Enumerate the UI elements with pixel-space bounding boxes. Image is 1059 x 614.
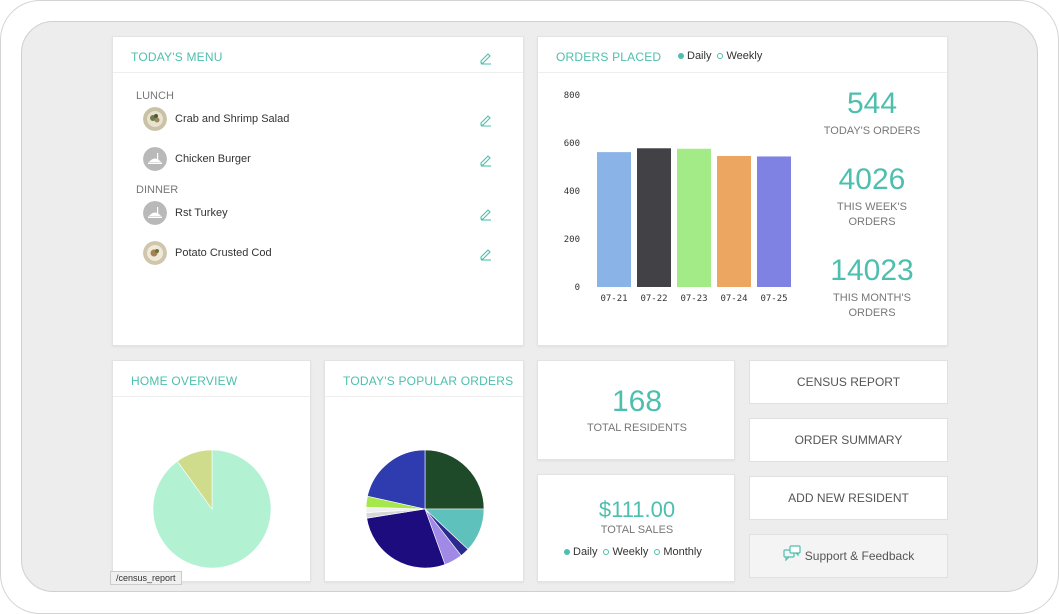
edit-pencil-icon[interactable] xyxy=(479,113,493,127)
x-tick-label: 07-24 xyxy=(720,294,747,304)
total-residents-value: 168 xyxy=(611,385,663,418)
orders-placed-card: ORDERS PLACED Daily Weekly 0 200 400 600 800 0… xyxy=(537,36,948,346)
menu-item-name: Potato Crusted Cod xyxy=(175,247,272,259)
total-sales-card: $111.00 TOTAL SALES Daily Weekly Monthly xyxy=(537,474,735,582)
status-bar-url: /census_report xyxy=(110,571,182,585)
week-orders-label: THIS WEEK'S ORDERS xyxy=(837,201,907,228)
home-overview-header: HOME OVERVIEW xyxy=(113,361,310,397)
support-feedback-button[interactable]: Support & Feedback xyxy=(749,534,948,578)
edit-pencil-icon[interactable] xyxy=(479,153,493,167)
food-photo-icon xyxy=(143,241,167,265)
bar-07-24 xyxy=(717,155,751,287)
menu-item-name: Chicken Burger xyxy=(175,153,251,165)
orders-placed-header: ORDERS PLACED Daily Weekly xyxy=(538,37,947,73)
popular-pie-slice-0 xyxy=(424,449,485,510)
home-pie-slice-0 xyxy=(152,449,272,569)
menu-item[interactable]: Rst Turkey xyxy=(143,201,493,227)
chat-bubbles-icon xyxy=(783,536,801,578)
y-tick-label: 800 xyxy=(564,91,580,101)
sales-legend: Daily Weekly Monthly xyxy=(558,546,702,558)
x-tick-label: 07-22 xyxy=(640,294,667,304)
sales-legend-monthly[interactable]: Monthly xyxy=(663,546,702,558)
home-overview-pie xyxy=(152,449,272,569)
weekly-dot-icon xyxy=(603,548,610,555)
edit-pencil-icon[interactable] xyxy=(479,207,493,221)
orders-bar-chart: 0 200 400 600 800 07-21 07-22 07-23 07-24 07-25 xyxy=(564,91,791,304)
home-overview-title: HOME OVERVIEW xyxy=(131,374,238,388)
x-tick-label: 07-25 xyxy=(760,294,787,304)
dashboard-screen: TODAY'S MENU LUNCH Crab and Shrimp Salad… xyxy=(21,21,1038,592)
popular-orders-pie xyxy=(365,449,485,569)
census-report-button[interactable]: CENSUS REPORT xyxy=(749,360,948,404)
y-tick-label: 0 xyxy=(575,283,580,293)
add-new-resident-button[interactable]: ADD NEW RESIDENT xyxy=(749,476,948,520)
month-orders-value: 14023 xyxy=(830,254,914,287)
todays-orders-label: TODAY'S ORDERS xyxy=(823,125,921,137)
popular-pie-slice-8 xyxy=(367,449,426,510)
edit-menu-pencil-icon[interactable] xyxy=(479,51,493,65)
popular-orders-card: TODAY'S POPULAR ORDERS xyxy=(324,360,524,582)
bar-07-21 xyxy=(597,152,631,287)
legend-daily[interactable]: Daily xyxy=(687,50,712,62)
orders-placed-title: ORDERS PLACED xyxy=(556,50,662,64)
todays-menu-card: TODAY'S MENU LUNCH Crab and Shrimp Salad… xyxy=(112,36,524,346)
sales-legend-weekly[interactable]: Weekly xyxy=(612,546,649,558)
popular-pie-slice-4 xyxy=(366,508,446,569)
menu-item[interactable]: Potato Crusted Cod xyxy=(143,241,493,267)
daily-dot-icon xyxy=(678,52,684,59)
lunch-label: LUNCH xyxy=(136,90,174,102)
week-orders-value: 4026 xyxy=(838,163,906,196)
home-overview-card: HOME OVERVIEW xyxy=(112,360,311,582)
legend-weekly[interactable]: Weekly xyxy=(726,50,763,62)
meal-placeholder-icon xyxy=(143,147,167,171)
edit-pencil-icon[interactable] xyxy=(479,247,493,261)
order-summary-button[interactable]: ORDER SUMMARY xyxy=(749,418,948,462)
todays-orders-value: 544 xyxy=(846,87,898,120)
sales-legend-daily[interactable]: Daily xyxy=(573,546,598,558)
y-tick-label: 200 xyxy=(564,235,580,245)
todays-menu-title: TODAY'S MENU xyxy=(131,50,223,64)
menu-item-name: Crab and Shrimp Salad xyxy=(175,113,290,125)
bar-07-25 xyxy=(757,156,791,287)
food-photo-icon xyxy=(143,107,167,131)
bar-07-22 xyxy=(637,148,671,287)
total-sales-value: $111.00 xyxy=(598,497,676,522)
menu-item[interactable]: Crab and Shrimp Salad xyxy=(143,107,493,133)
total-residents-label: TOTAL RESIDENTS xyxy=(586,422,688,434)
weekly-dot-icon xyxy=(717,52,724,59)
home-pie-slice-1 xyxy=(176,449,213,510)
popular-orders-header: TODAY'S POPULAR ORDERS xyxy=(325,361,523,397)
total-sales-label: TOTAL SALES xyxy=(600,524,674,536)
meal-placeholder-icon xyxy=(143,201,167,225)
monthly-dot-icon xyxy=(654,548,661,555)
support-feedback-label: Support & Feedback xyxy=(804,549,915,563)
menu-item-name: Rst Turkey xyxy=(175,207,228,219)
month-orders-label: THIS MONTH'S ORDERS xyxy=(833,292,911,319)
daily-dot-icon xyxy=(564,548,570,555)
popular-orders-title: TODAY'S POPULAR ORDERS xyxy=(343,374,514,388)
menu-item[interactable]: Chicken Burger xyxy=(143,147,493,173)
y-tick-label: 600 xyxy=(564,139,580,149)
x-tick-label: 07-23 xyxy=(680,294,707,304)
dinner-label: DINNER xyxy=(136,184,179,196)
x-tick-label: 07-21 xyxy=(600,294,627,304)
todays-menu-header: TODAY'S MENU xyxy=(113,37,523,73)
orders-legend: Daily Weekly xyxy=(672,50,762,62)
total-residents-card: 168 TOTAL RESIDENTS xyxy=(537,360,735,460)
y-tick-label: 400 xyxy=(564,187,580,197)
bar-07-23 xyxy=(677,148,711,287)
